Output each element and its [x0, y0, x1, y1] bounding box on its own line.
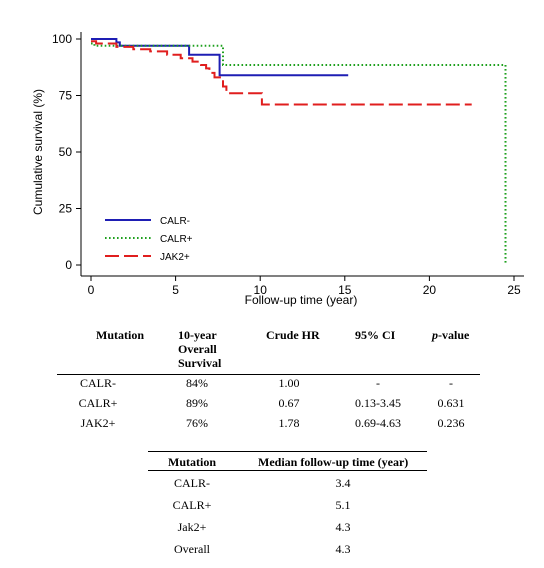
y-axis-label: Cumulative survival (%)	[31, 89, 45, 215]
legend-label: CALR-	[160, 216, 190, 227]
t1-header-pvalue-p: p	[432, 328, 438, 342]
t1-mutation-cell: CALR-	[80, 376, 116, 390]
t1-ci-cell: 0.13-3.45	[355, 396, 401, 410]
t1-header-pvalue-rest: -value	[438, 328, 470, 342]
t2-header-followup: Median follow-up time (year)	[258, 455, 409, 469]
t2-followup-cell: 5.1	[335, 498, 351, 512]
km-curve-calr-	[91, 42, 507, 265]
x-tick-label: 20	[423, 283, 437, 297]
t1-pvalue-cell: 0.631	[437, 396, 465, 410]
t1-mutation-cell: JAK2+	[80, 416, 116, 430]
t2-header-mutation: Mutation	[168, 455, 216, 469]
x-axis-label: Follow-up time (year)	[245, 293, 358, 307]
x-tick-label: 0	[88, 283, 95, 297]
legend-label: JAK2+	[160, 252, 190, 263]
t1-header-survival: 10-year Overall Survival	[178, 328, 221, 370]
t1-pvalue-cell: -	[449, 376, 453, 390]
t1-ci-cell: 0.69-4.63	[355, 416, 401, 430]
legend-label: CALR+	[160, 234, 193, 245]
t1-survival-cell: 89%	[186, 396, 208, 410]
t1-hr-cell: 0.67	[278, 396, 300, 410]
km-curve-calr-	[91, 38, 349, 77]
t1-pvalue-cell: 0.236	[437, 416, 465, 430]
t2-followup-cell: 4.3	[335, 542, 351, 556]
chart-axes: 0 25 50 75 100 0 5 10 15 20 25	[52, 32, 524, 297]
t1-header-mutation: Mutation	[96, 328, 144, 342]
x-tick-label: 15	[338, 283, 352, 297]
t1-survival-cell: 76%	[186, 416, 208, 430]
t2-mutation-cell: CALR+	[172, 498, 212, 512]
t2-mutation-cell: CALR-	[174, 476, 210, 490]
y-tick-label: 75	[59, 89, 73, 103]
km-curve-jak2-	[91, 40, 472, 106]
x-tick-label: 10	[254, 283, 268, 297]
t2-followup-cell: 4.3	[335, 520, 351, 534]
t2-top-rule	[148, 451, 427, 452]
t2-followup-cell: 3.4	[335, 476, 351, 490]
t1-header-survival-line2: Overall	[178, 342, 217, 356]
y-tick-label: 100	[52, 32, 72, 46]
t1-header-pvalue: p-value	[432, 328, 469, 342]
t2-header-rule	[148, 470, 427, 471]
t2-mutation-cell: Jak2+	[177, 520, 207, 534]
t2-mutation-cell: Overall	[174, 542, 210, 556]
t1-ci-cell: -	[376, 376, 380, 390]
chart-legend: CALR- CALR+ JAK2+	[105, 216, 193, 263]
t1-header-hr: Crude HR	[266, 328, 320, 342]
t1-header-ci: 95% CI	[355, 328, 396, 342]
y-tick-label: 25	[59, 202, 73, 216]
y-tick-label: 0	[65, 258, 72, 272]
t1-header-survival-line1: 10-year	[178, 328, 217, 342]
t1-survival-cell: 84%	[186, 376, 208, 390]
t1-header-rule	[57, 374, 480, 375]
x-tick-label: 5	[172, 283, 179, 297]
chart-curves	[91, 38, 507, 265]
y-tick-label: 50	[59, 145, 73, 159]
t1-mutation-cell: CALR+	[78, 396, 118, 410]
t1-hr-cell: 1.78	[278, 416, 300, 430]
survival-chart: 0 25 50 75 100 0 5 10 15 20 25 CALR- CALR+ JAK2+ Fol…	[31, 32, 524, 307]
t1-header-survival-line3: Survival	[178, 356, 222, 370]
t1-hr-cell: 1.00	[278, 376, 300, 390]
x-tick-label: 25	[507, 283, 521, 297]
